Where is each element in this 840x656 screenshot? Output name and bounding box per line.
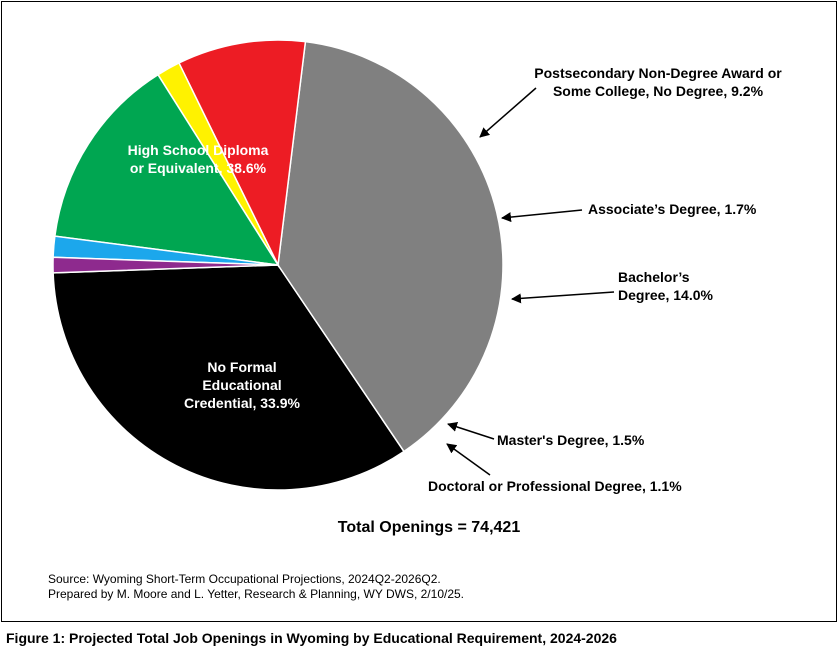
leader-arrow-postsecondary-non-degree-award-or-some-college-no-degree	[479, 87, 537, 138]
slice-label-postsecondary-non-degree-award-or-some-college-no-degree: Postsecondary Non-Degree Award or Some Co…	[534, 65, 782, 99]
slice-label-high-school-diploma-or-equivalent: High School Diploma or Equivalent, 38.6%	[128, 142, 269, 176]
pie-slice-doctoral-or-professional-degree	[52, 256, 279, 274]
source-line-1: Source: Wyoming Short-Term Occupational …	[48, 572, 441, 586]
pie-slice-no-formal-educational-credential	[52, 264, 405, 491]
slice-label-associate-s-degree: Associate’s Degree, 1.7%	[588, 201, 757, 217]
slice-label-no-formal-educational-credential: No Formal Educational Credential, 33.9%	[184, 359, 300, 411]
leader-arrow-doctoral-or-professional-degree	[446, 443, 491, 476]
source-line-2: Prepared by M. Moore and L. Yetter, Rese…	[48, 587, 465, 601]
leader-arrow-bachelor-s-degree	[511, 291, 615, 304]
slice-label-doctoral-or-professional-degree: Doctoral or Professional Degree, 1.1%	[428, 478, 682, 494]
leader-arrow-associate-s-degree	[501, 209, 583, 223]
slice-label-master-s-degree: Master's Degree, 1.5%	[497, 432, 645, 448]
pie-slice-high-school-diploma-or-equivalent	[277, 40, 504, 453]
figure-caption: Figure 1: Projected Total Job Openings i…	[6, 630, 617, 646]
chart-frame: No Formal Educational Credential, 33.9% Hig…	[1, 1, 837, 622]
pie-slice-postsecondary-non-degree-award-or-some-college-no-degree	[177, 39, 307, 268]
pie-chart: No Formal Educational Credential, 33.9% Hig…	[52, 39, 782, 536]
total-openings-label: Total Openings = 74,421	[338, 519, 521, 536]
pie-slice-bachelor-s-degree	[54, 73, 280, 266]
leader-arrow-master-s-degree	[447, 422, 495, 440]
slice-label-bachelor-s-degree: Bachelor’s Degree, 14.0%	[618, 269, 713, 303]
